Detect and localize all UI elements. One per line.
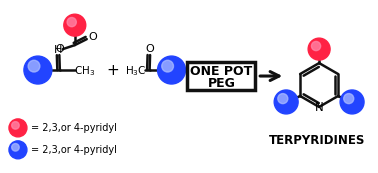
Circle shape <box>308 38 330 60</box>
FancyBboxPatch shape <box>187 62 255 90</box>
Circle shape <box>340 90 364 114</box>
Text: = 2,3,or 4-pyridyl: = 2,3,or 4-pyridyl <box>31 123 117 133</box>
Circle shape <box>158 56 186 84</box>
Text: PEG: PEG <box>208 77 235 90</box>
Text: = 2,3,or 4-pyridyl: = 2,3,or 4-pyridyl <box>31 145 117 155</box>
Circle shape <box>28 60 40 72</box>
Text: O: O <box>88 32 97 42</box>
Circle shape <box>12 122 19 129</box>
Text: N: N <box>315 101 324 115</box>
Circle shape <box>162 60 174 72</box>
Circle shape <box>344 94 354 104</box>
Circle shape <box>278 94 288 104</box>
Text: CH$_3$: CH$_3$ <box>74 64 95 78</box>
Text: TERPYRIDINES: TERPYRIDINES <box>269 134 365 147</box>
Circle shape <box>67 17 76 27</box>
Circle shape <box>9 141 27 159</box>
Circle shape <box>9 119 27 137</box>
Text: H$_3$C: H$_3$C <box>125 64 146 78</box>
Text: ONE POT: ONE POT <box>190 65 253 78</box>
Text: +: + <box>106 63 119 78</box>
Circle shape <box>24 56 52 84</box>
Circle shape <box>12 144 19 151</box>
Circle shape <box>274 90 298 114</box>
Circle shape <box>64 14 86 36</box>
Circle shape <box>311 41 321 51</box>
Text: H: H <box>54 45 62 55</box>
Text: O: O <box>146 44 155 54</box>
Text: O: O <box>55 44 64 54</box>
